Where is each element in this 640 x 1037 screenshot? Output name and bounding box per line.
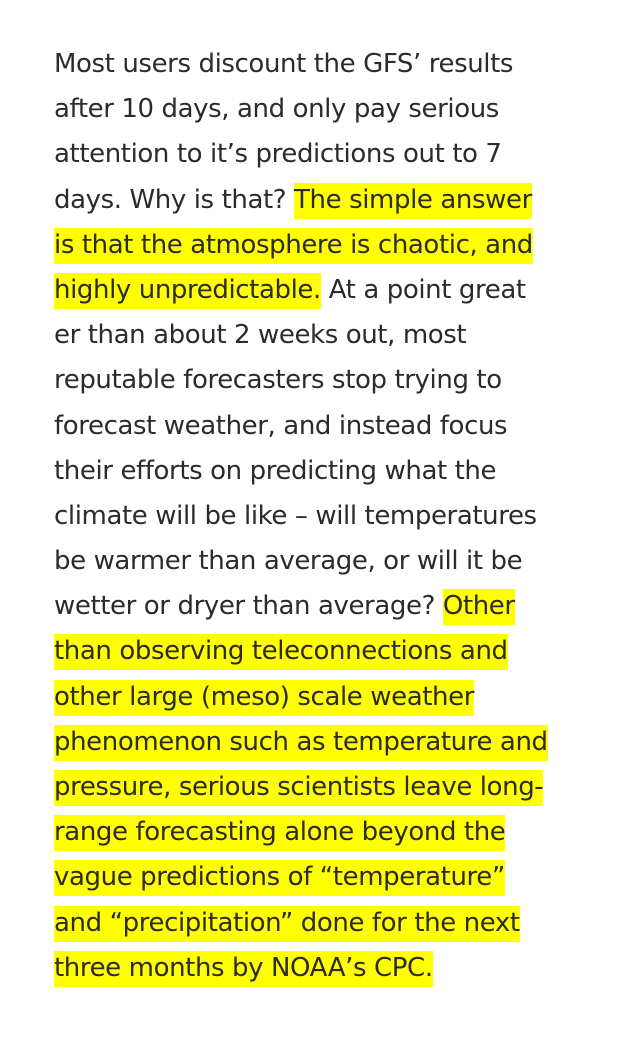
- body-text: Most users discount the GFS’ results: [54, 49, 514, 79]
- paragraph-line: forecast weather, and instead focus: [54, 404, 594, 449]
- body-text: At a point great: [320, 274, 526, 305]
- body-text: days. Why is that?: [54, 184, 295, 215]
- highlighted-text: The simple answer: [294, 182, 532, 219]
- paragraph-line: after 10 days, and only pay serious: [54, 87, 594, 132]
- body-text: er than about 2 weeks out, most: [54, 320, 467, 351]
- body-text: be warmer than average, or will it be: [54, 546, 523, 577]
- paragraph-line: wetter or dryer than average? Other: [54, 584, 594, 629]
- highlighted-text: highly unpredictable.: [54, 272, 321, 309]
- paragraph-line: their efforts on predicting what the: [54, 449, 594, 494]
- paragraph-line: highly unpredictable. At a point great: [54, 268, 594, 313]
- body-text: after 10 days, and only pay serious: [54, 94, 499, 125]
- paragraph-line: three months by NOAA’s CPC.: [54, 946, 594, 991]
- body-text: forecast weather, and instead focus: [54, 410, 508, 441]
- highlighted-text: other large (meso) scale weather: [54, 679, 474, 716]
- highlighted-text: than observing teleconnections and: [54, 634, 508, 671]
- highlighted-text: phenomenon such as temperature and: [54, 724, 548, 761]
- paragraph-line: range forecasting alone beyond the: [54, 810, 594, 855]
- highlighted-text: pressure, serious scientists leave long-: [54, 770, 544, 806]
- paragraph-line: and “precipitation” done for the next: [54, 901, 594, 946]
- body-text: wetter or dryer than average?: [54, 591, 443, 622]
- paragraph-line: be warmer than average, or will it be: [54, 539, 594, 584]
- paragraph-line: vague predictions of “temperature”: [54, 855, 594, 900]
- paragraph-line: reputable forecasters stop trying to: [54, 358, 594, 403]
- paragraph-line: er than about 2 weeks out, most: [54, 313, 594, 358]
- article-paragraph: Most users discount the GFS’ results afte…: [54, 42, 594, 991]
- highlighted-text: vague predictions of “temperature”: [54, 860, 505, 897]
- body-text: their efforts on predicting what the: [54, 455, 497, 486]
- body-text: attention to it’s predictions out to 7: [54, 139, 502, 170]
- highlighted-text: is that the atmosphere is chaotic, and: [54, 227, 533, 264]
- highlighted-text: and “precipitation” done for the next: [54, 905, 520, 942]
- highlighted-text: three months by NOAA’s CPC.: [54, 950, 433, 987]
- paragraph-line: other large (meso) scale weather: [54, 675, 594, 720]
- paragraph-line: is that the atmosphere is chaotic, and: [54, 223, 594, 268]
- highlighted-text: range forecasting alone beyond the: [54, 815, 506, 852]
- body-text: reputable forecasters stop trying to: [54, 365, 502, 396]
- paragraph-line: Most users discount the GFS’ results: [54, 42, 594, 87]
- paragraph-line: phenomenon such as temperature and: [54, 720, 594, 765]
- paragraph-line: pressure, serious scientists leave long-: [54, 765, 594, 810]
- highlighted-text: Other: [442, 589, 515, 626]
- body-text: climate will be like – will temperatures: [54, 500, 537, 531]
- paragraph-line: than observing teleconnections and: [54, 629, 594, 674]
- paragraph-line: climate will be like – will temperatures: [54, 494, 594, 539]
- paragraph-line: days. Why is that? The simple answer: [54, 178, 594, 223]
- paragraph-line: attention to it’s predictions out to 7: [54, 132, 594, 177]
